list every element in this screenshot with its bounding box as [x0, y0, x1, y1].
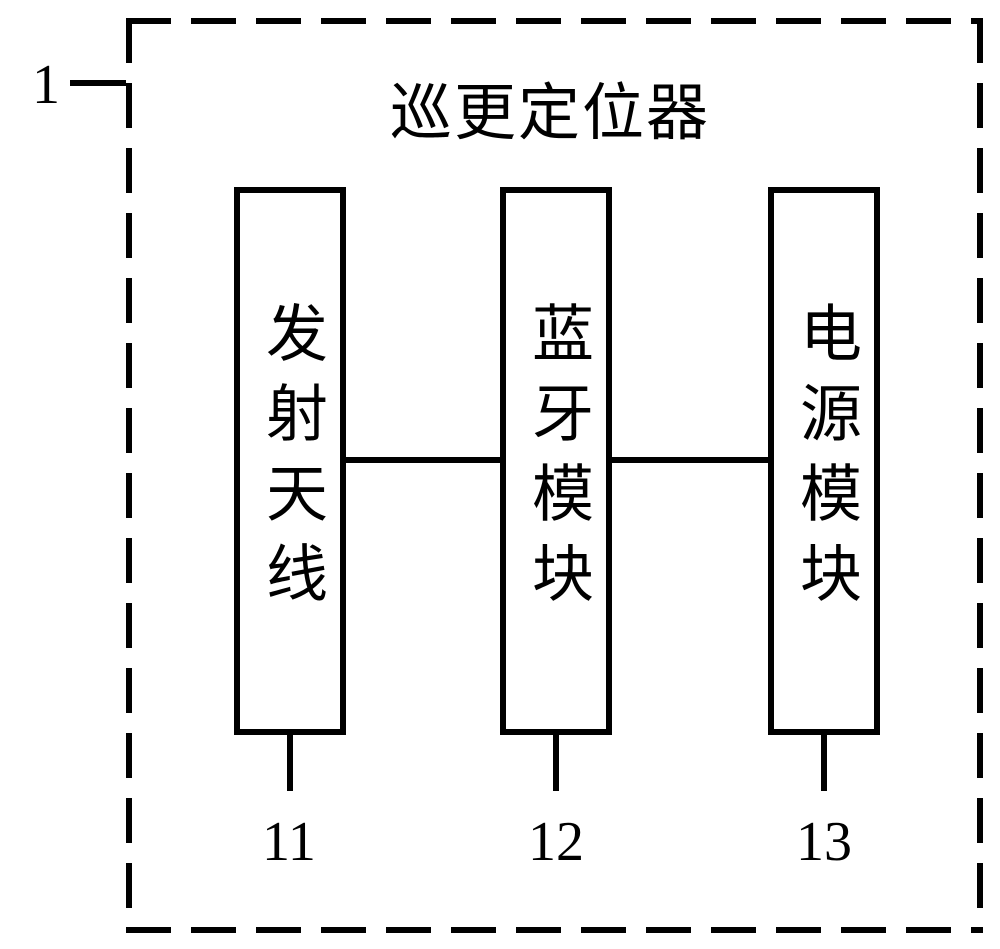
- module-power-label: 电源模块: [779, 301, 869, 621]
- module-antenna-label: 发射天线: [245, 301, 335, 621]
- number-power: 13: [796, 810, 852, 874]
- outer-label-line: [70, 80, 126, 86]
- diagram-title: 巡更定位器: [390, 62, 710, 152]
- leader-bluetooth: [553, 735, 559, 791]
- module-bluetooth: 蓝牙模块: [500, 187, 612, 735]
- module-antenna: 发射天线: [234, 187, 346, 735]
- leader-antenna: [287, 735, 293, 791]
- number-bluetooth: 12: [528, 810, 584, 874]
- module-bluetooth-label: 蓝牙模块: [511, 301, 601, 621]
- number-antenna: 11: [262, 810, 316, 874]
- connector-bluetooth-power: [612, 457, 768, 463]
- outer-label-number: 1: [32, 53, 60, 117]
- leader-power: [821, 735, 827, 791]
- module-power: 电源模块: [768, 187, 880, 735]
- connector-antenna-bluetooth: [346, 457, 500, 463]
